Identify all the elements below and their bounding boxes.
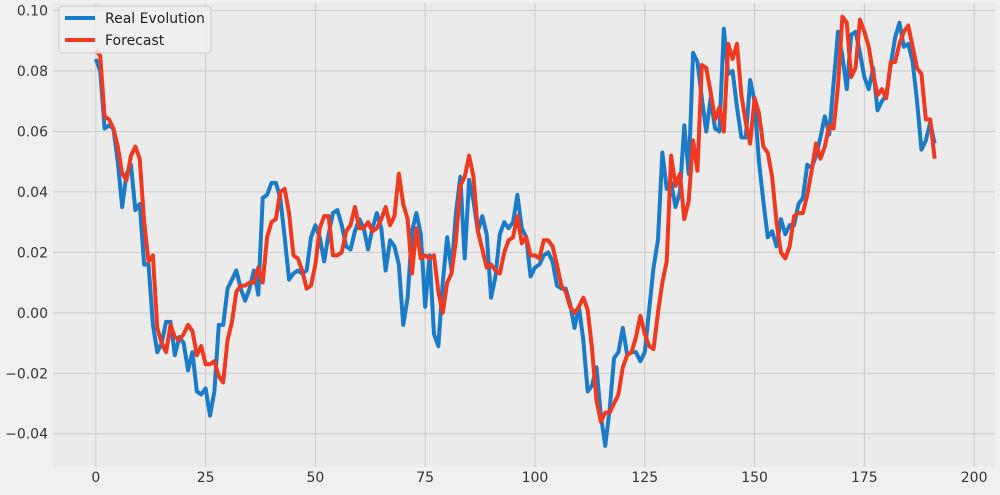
legend-label: Forecast <box>105 33 165 49</box>
y-tick-label: 0.00 <box>17 306 48 322</box>
x-tick-label: 175 <box>851 470 878 486</box>
x-tick-label: 150 <box>741 470 768 486</box>
series-lines <box>93 14 937 448</box>
x-tick-label: 25 <box>197 470 215 486</box>
x-tick-label: 50 <box>306 470 324 486</box>
x-tick-label: 75 <box>416 470 434 486</box>
y-tick-label: 0.04 <box>17 185 48 201</box>
legend: Real Evolution Forecast <box>58 5 212 54</box>
y-tick-label: −0.04 <box>5 427 48 443</box>
y-tick-label: 0.10 <box>17 4 48 20</box>
y-tick-label: 0.02 <box>17 245 48 261</box>
legend-label: Real Evolution <box>105 11 205 27</box>
y-tick-label: 0.06 <box>17 124 48 140</box>
y-tick-label: 0.08 <box>17 64 48 80</box>
y-tick-label: −0.02 <box>5 366 48 382</box>
x-tick-label: 200 <box>961 470 988 486</box>
legend-box <box>58 5 212 54</box>
x-tick-label: 0 <box>91 470 100 486</box>
x-tick-label: 125 <box>631 470 658 486</box>
series-line-forecast <box>94 14 937 424</box>
tick-labels: 0 25 50 75 100 125 150 175 200 −0.04 −0.02 0.00 0.02… <box>5 4 987 486</box>
x-tick-label: 100 <box>522 470 549 486</box>
